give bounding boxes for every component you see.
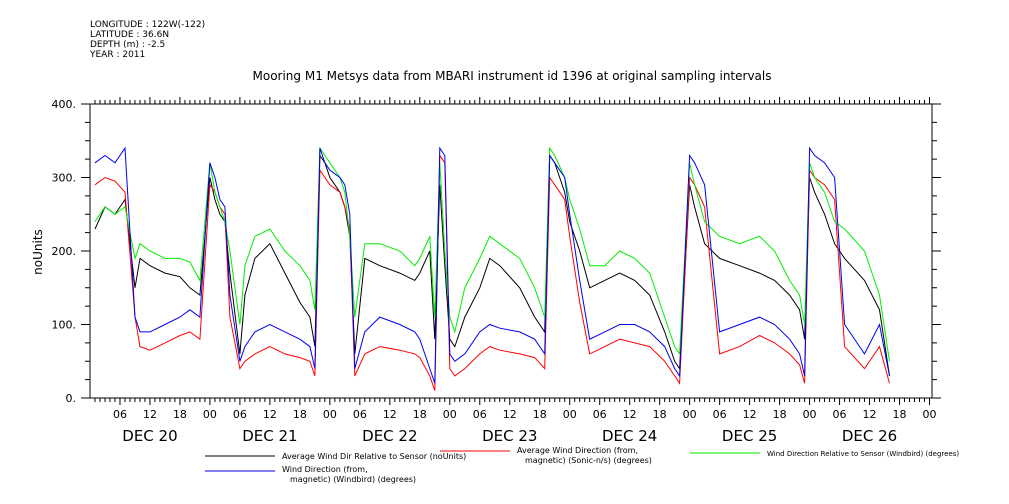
plot-area [94,146,890,391]
x-hour-label: 06 [833,408,847,421]
legend-label-line: Average Wind Dir Relative to Sensor (noU… [282,452,466,461]
year-label: YEAR : 2011 [90,50,146,60]
x-hour-label: 18 [533,408,547,421]
x-hour-label: 06 [713,408,727,421]
x-hour-label: 00 [563,408,577,421]
x-hour-label: 06 [593,408,607,421]
x-hour-label: 12 [743,408,757,421]
legend-label-line: magnetic) (Sonic-n/s) (degrees) [525,456,652,465]
x-hour-label: 00 [923,408,937,421]
legend-label-line: Wind Direction (from, [282,465,368,474]
x-day-label: DEC 22 [362,427,417,445]
legend-label-line: magnetic) (Windbird) (degrees) [290,475,416,484]
axes: 0. 100. 200. 300. 400. 06 12 18 00 06 12 18 00 06 12 18… [52,97,941,445]
x-hour-label: 00 [683,408,697,421]
legend-label-line: Average Wind Direction (from, [517,446,638,455]
series-line-1 [94,153,890,376]
x-hour-label: 18 [893,408,907,421]
x-hour-label: 18 [773,408,787,421]
x-hour-label: 12 [263,408,277,421]
x-day-label: DEC 26 [842,427,897,445]
legend-label-2: Average Wind Direction (from, magnetic) (… [517,446,652,465]
metadata-block: LONGITUDE : 122W(-122) LATITUDE : 36.6N … [90,20,205,60]
x-hour-label: 12 [503,408,517,421]
x-hour-label: 18 [293,408,307,421]
x-hour-label: 12 [863,408,877,421]
x-hour-label: 00 [323,408,337,421]
legend-label-line: Wind Direction Relative to Sensor (Windb… [767,450,959,458]
series-line-4 [94,146,890,384]
series-line-3 [94,146,890,362]
x-hour-label: 12 [623,408,637,421]
x-hour-label: 00 [443,408,457,421]
depth-label: DEPTH (m) : -2.5 [90,40,166,50]
x-hour-label: 06 [233,408,247,421]
longitude-label: LONGITUDE : 122W(-122) [90,20,206,30]
legend: Average Wind Dir Relative to Sensor (noU… [205,446,959,484]
x-hour-label: 18 [653,408,667,421]
x-hour-label: 18 [173,408,187,421]
x-hour-label: 00 [803,408,817,421]
y-tick-label: 400. [52,98,77,111]
x-hour-label: 00 [203,408,217,421]
y-tick-label: 200. [52,245,77,258]
x-hour-label: 06 [113,408,127,421]
chart-title: Mooring M1 Metsys data from MBARI instru… [253,69,772,83]
x-day-label: DEC 21 [242,427,297,445]
x-day-label: DEC 24 [602,427,657,445]
x-hour-label: 12 [143,408,157,421]
x-day-label: DEC 25 [722,427,777,445]
x-hour-label: 12 [383,408,397,421]
x-hour-label: 06 [473,408,487,421]
x-hour-label: 18 [413,408,427,421]
y-tick-label: 0. [66,392,77,405]
latitude-label: LATITUDE : 36.6N [90,30,170,40]
legend-label-4: Wind Direction (from, magnetic) (Windbird… [282,465,416,484]
y-axis-label: noUnits [31,229,45,275]
y-tick-label: 300. [52,172,77,185]
x-day-label: DEC 20 [122,427,177,445]
legend-label-3: Wind Direction Relative to Sensor (Windb… [767,450,959,458]
y-tick-label: 100. [52,319,77,332]
x-day-label: DEC 23 [482,427,537,445]
x-hour-label: 06 [353,408,367,421]
legend-label-1: Average Wind Dir Relative to Sensor (noU… [282,452,466,461]
